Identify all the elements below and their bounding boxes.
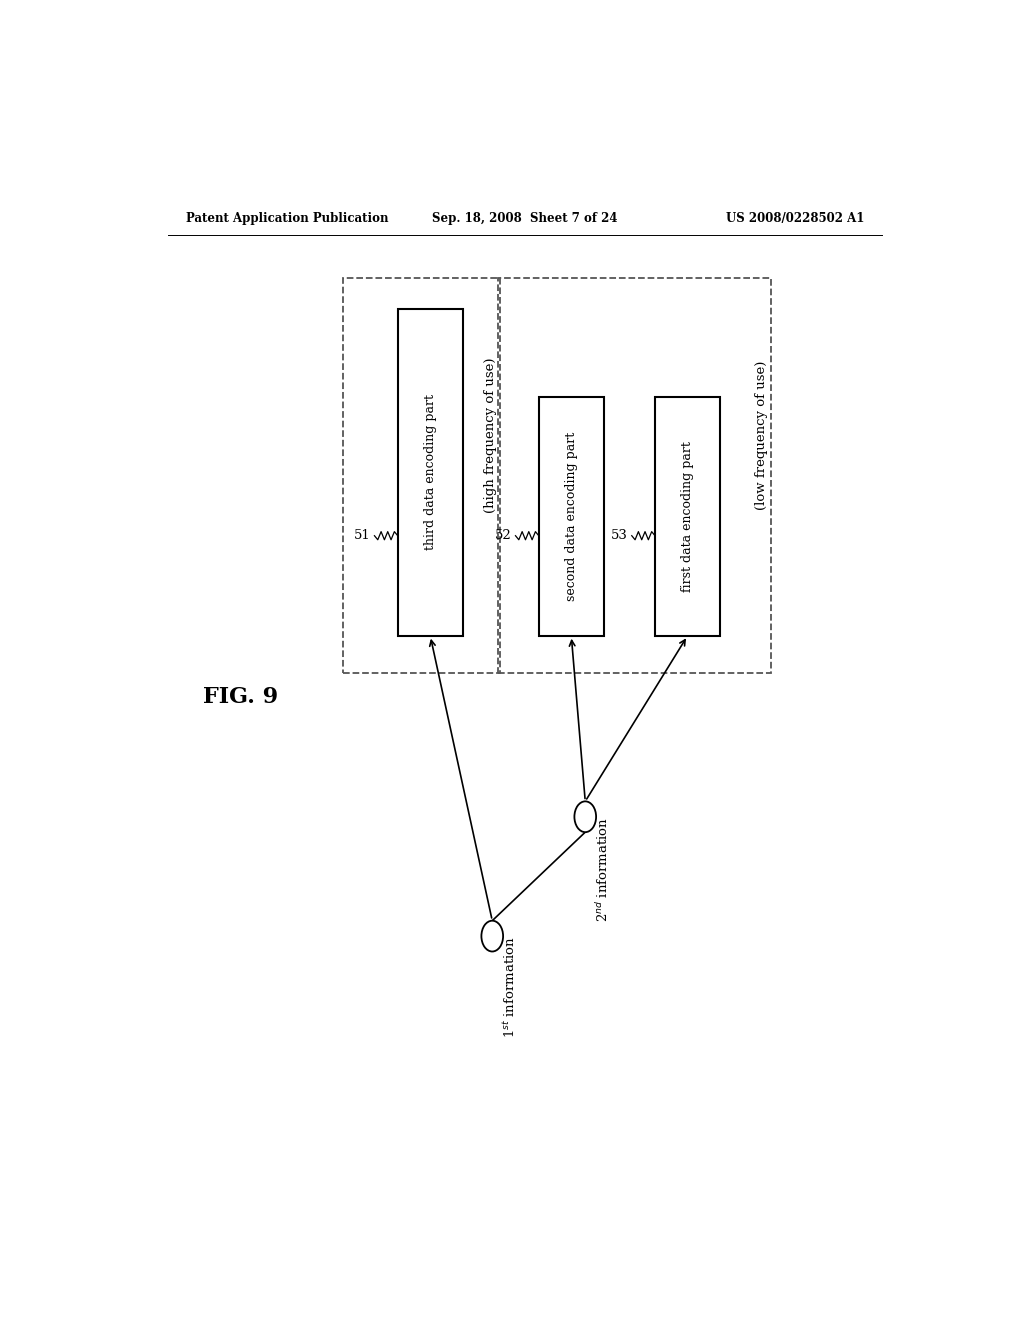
Text: 52: 52 xyxy=(495,529,512,543)
Text: Sep. 18, 2008  Sheet 7 of 24: Sep. 18, 2008 Sheet 7 of 24 xyxy=(432,213,617,224)
Text: 1$^{st}$ information: 1$^{st}$ information xyxy=(502,936,517,1038)
Ellipse shape xyxy=(574,801,596,832)
Text: (high frequency of use): (high frequency of use) xyxy=(484,358,498,513)
Text: first data encoding part: first data encoding part xyxy=(681,441,694,591)
Bar xyxy=(539,397,604,636)
Text: 2$^{nd}$ information: 2$^{nd}$ information xyxy=(595,817,610,921)
Ellipse shape xyxy=(481,921,503,952)
Bar xyxy=(397,309,463,636)
Text: third data encoding part: third data encoding part xyxy=(424,395,437,550)
Text: US 2008/0228502 A1: US 2008/0228502 A1 xyxy=(726,213,864,224)
Text: (low frequency of use): (low frequency of use) xyxy=(756,360,768,511)
Text: FIG. 9: FIG. 9 xyxy=(203,686,278,709)
Bar xyxy=(655,397,720,636)
Text: Patent Application Publication: Patent Application Publication xyxy=(186,213,389,224)
Text: second data encoding part: second data encoding part xyxy=(565,432,578,601)
Text: 53: 53 xyxy=(611,529,628,543)
Bar xyxy=(499,277,771,673)
Text: 51: 51 xyxy=(354,529,371,543)
Bar xyxy=(343,277,500,673)
